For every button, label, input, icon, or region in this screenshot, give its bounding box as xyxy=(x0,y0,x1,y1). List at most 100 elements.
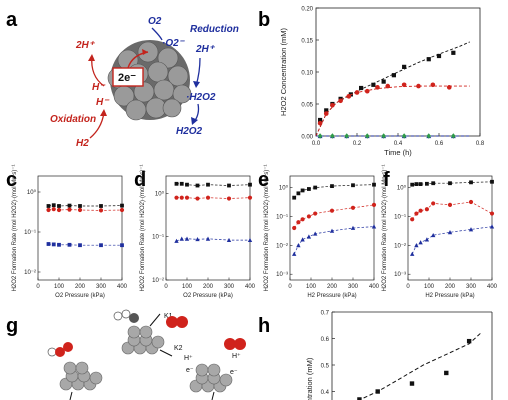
catalyst-cluster-icon xyxy=(121,325,165,355)
x-tick-label: 400 xyxy=(369,284,380,290)
panel-label-h: h xyxy=(258,315,270,337)
data-point xyxy=(329,228,335,233)
x-tick-label: 200 xyxy=(327,284,338,290)
data-point xyxy=(99,243,103,248)
y-axis-label: entration (mM) xyxy=(305,357,314,400)
data-point xyxy=(248,182,252,187)
k1-arrow xyxy=(149,313,161,327)
data-point xyxy=(338,98,343,104)
hydrogen-adsorbate-icon xyxy=(113,309,139,323)
trend-line xyxy=(293,226,375,255)
data-point xyxy=(174,195,179,200)
h-minus-2: H⁻ xyxy=(96,97,110,108)
panel-label-c: c xyxy=(6,169,17,191)
data-point xyxy=(317,133,323,139)
data-point xyxy=(426,57,431,62)
data-point xyxy=(381,79,386,84)
y-tick-label: 10⁻² xyxy=(24,270,36,276)
y-tick-label: 10⁻¹ xyxy=(276,214,288,220)
data-point xyxy=(300,217,305,222)
data-point xyxy=(401,82,407,88)
x-tick-label: 100 xyxy=(424,284,435,290)
two-h-plus-right: 2H⁺ xyxy=(195,44,216,55)
data-point xyxy=(300,237,305,242)
data-point xyxy=(466,338,472,344)
data-point xyxy=(431,232,436,238)
chart-c: 0 100 200 300 400 10⁰ 10⁻¹ 10⁻² O2 Pressure (kPa… xyxy=(12,165,128,299)
oxidation-label: Oxidation xyxy=(50,114,96,125)
x-tick-label: 0 xyxy=(406,284,410,290)
x-tick-label: 400 xyxy=(245,284,256,290)
data-point xyxy=(381,133,386,139)
data-point xyxy=(292,251,297,256)
data-point xyxy=(317,120,323,126)
x-tick-label: 400 xyxy=(487,284,498,290)
data-point xyxy=(418,182,423,186)
data-point xyxy=(447,202,453,207)
data-point xyxy=(431,201,436,206)
data-point xyxy=(67,207,72,212)
chart-b: 0.0 0.2 0.4 0.6 0.8 0.00 0.05 0.10 0.15 0.20 Time … xyxy=(279,7,485,158)
data-point xyxy=(46,207,51,213)
h-plus-label-2: H⁺ xyxy=(232,353,241,360)
data-point xyxy=(414,211,419,216)
y-axis-label: H2O2 Formation Rate (mol H2O2)·(mol Mn s… xyxy=(12,165,18,292)
data-point xyxy=(424,207,429,212)
data-point xyxy=(57,204,61,208)
data-point xyxy=(444,370,449,376)
panel-label-b: b xyxy=(258,9,270,31)
y-axis-label: H2O2 Formation Rate (mol H2O2)·(mol Mn s… xyxy=(140,165,146,292)
x-tick-label: 100 xyxy=(54,284,65,290)
x-axis-label: Time (h) xyxy=(384,148,412,157)
y-tick-label: 10⁻² xyxy=(394,243,406,249)
panel-label-g: g xyxy=(6,315,18,337)
y-tick-label: 10⁻² xyxy=(152,278,164,284)
panel-label-f: f xyxy=(383,169,390,191)
data-point xyxy=(313,231,318,236)
catalyst-cluster-icon xyxy=(189,363,233,393)
data-point xyxy=(78,243,82,248)
data-point xyxy=(306,214,311,219)
data-point xyxy=(77,207,83,213)
data-point xyxy=(46,204,51,208)
panel-h: h 0.7 0.6 0.5 0.4 entration (mM) xyxy=(258,311,493,400)
y-tick-label: 10⁻² xyxy=(276,243,288,249)
data-point xyxy=(371,202,377,207)
data-point xyxy=(418,240,423,245)
data-point xyxy=(57,242,61,247)
data-point xyxy=(179,195,184,200)
h-minus-1: H⁻ xyxy=(92,82,106,93)
chart-d: 0 100 200 300 400 10⁰ 10⁻¹ 10⁻² O2 Pressure (kPa… xyxy=(140,165,256,299)
o2-radical-label: ·O2⁻ xyxy=(162,38,186,49)
plot-frame xyxy=(37,175,123,281)
x-axis-label: H2 Pressure (kPa) xyxy=(425,293,474,299)
h2-label: H2 xyxy=(76,138,89,149)
data-point xyxy=(227,183,231,188)
k2-arrow xyxy=(159,349,173,357)
data-point xyxy=(205,236,211,241)
x-tick-label: 400 xyxy=(117,284,128,290)
o2-molecule-icon xyxy=(166,316,188,328)
data-point xyxy=(46,242,51,246)
data-point xyxy=(195,196,200,201)
data-point xyxy=(247,237,253,243)
data-point xyxy=(346,94,352,99)
data-point xyxy=(313,211,318,216)
data-point xyxy=(120,203,124,208)
e-minus-label-1: e⁻ xyxy=(186,367,194,374)
x-tick-label: 300 xyxy=(224,284,235,290)
data-point xyxy=(195,236,200,242)
x-tick-label: 0.6 xyxy=(435,141,444,147)
panel-e: e 0 100 200 300 400 10⁰ 10⁻¹ 10⁻² 10⁻³ H2 Pressur… xyxy=(258,165,380,299)
data-point xyxy=(354,90,360,95)
data-point xyxy=(431,181,436,186)
data-point xyxy=(469,180,473,185)
y-tick-label: 10⁻¹ xyxy=(24,230,36,236)
data-point xyxy=(306,234,312,239)
data-point xyxy=(99,204,103,208)
data-point xyxy=(329,208,335,213)
data-point xyxy=(401,133,407,139)
data-point xyxy=(296,191,301,196)
plot-frame xyxy=(407,175,493,281)
y-tick-label: 0.10 xyxy=(301,71,313,77)
